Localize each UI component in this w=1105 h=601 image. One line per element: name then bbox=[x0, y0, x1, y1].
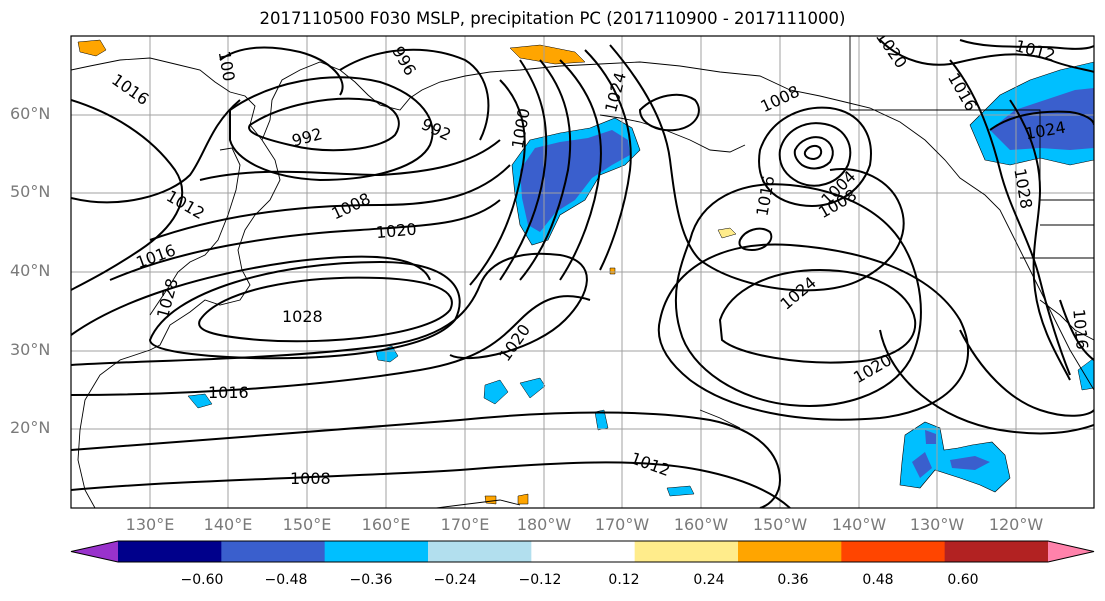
isobar-label: 1012 bbox=[163, 186, 208, 223]
colorbar-segment bbox=[428, 541, 532, 562]
isobar-label: 1016 bbox=[753, 174, 779, 217]
graticule bbox=[71, 36, 1094, 508]
precip-area-subtrop-mid bbox=[912, 430, 990, 478]
colorbar bbox=[70, 540, 1095, 563]
lon-tick-label: 140°W bbox=[831, 515, 887, 534]
colorbar-tick-label: −0.36 bbox=[349, 572, 393, 588]
isobar-label: 1016 bbox=[208, 383, 249, 402]
lon-tick-label: 150°E bbox=[282, 515, 332, 534]
colorbar-tick-label: −0.60 bbox=[180, 572, 224, 588]
colorbar-outline bbox=[70, 540, 1095, 563]
colorbar-tick-label: 0.60 bbox=[947, 572, 979, 588]
isobar-label: 1008 bbox=[328, 189, 373, 223]
colorbar-segment bbox=[841, 541, 946, 562]
lon-tick-label: 170°E bbox=[440, 515, 490, 534]
colorbar-segment bbox=[118, 541, 222, 562]
precip-area-subtrop-outer bbox=[899, 421, 1011, 493]
lon-tick-label: 140°E bbox=[203, 515, 253, 534]
lon-tick-label: 130°W bbox=[909, 515, 965, 534]
lon-tick-label: 160°E bbox=[361, 515, 411, 534]
isobar-label: 100 bbox=[215, 50, 239, 83]
isobar-label: 992 bbox=[290, 124, 324, 150]
colorbar-tick-label: 0.36 bbox=[777, 572, 809, 588]
colorbar-tick-label: 0.12 bbox=[608, 572, 640, 588]
isobar-label: 1024 bbox=[776, 273, 819, 314]
colorbar-segment bbox=[324, 541, 429, 562]
isobar-labels: 1016 100 996 992 992 1000 1008 1012 1016… bbox=[108, 27, 1092, 488]
isobar-label: 1020 bbox=[375, 220, 417, 242]
colorbar-extend-max bbox=[1048, 541, 1094, 562]
isobar-label: 1020 bbox=[872, 27, 911, 71]
isobar-label: 992 bbox=[418, 114, 454, 144]
chart-title: 2017110500 F030 MSLP, precipitation PC (… bbox=[259, 9, 846, 28]
isobar-label: 1016 bbox=[944, 70, 981, 115]
lat-tick-label: 50°N bbox=[10, 182, 51, 201]
isobar-label: 1020 bbox=[495, 321, 534, 365]
colorbar-tick-label: −0.12 bbox=[518, 572, 562, 588]
colorbar-segment bbox=[738, 541, 842, 562]
map-frame bbox=[70, 35, 1095, 509]
isobar-label: 1016 bbox=[133, 240, 178, 272]
lat-tick-label: 60°N bbox=[10, 104, 51, 123]
colorbar-segment bbox=[944, 541, 1049, 562]
isobar-label: 1020 bbox=[850, 350, 895, 387]
isobar-label: 1008 bbox=[290, 469, 331, 488]
lat-tick-label: 30°N bbox=[10, 340, 51, 359]
lon-tick-label: 150°W bbox=[752, 515, 808, 534]
isobar-label: 1016 bbox=[1069, 308, 1091, 350]
isobar-label: 1012 bbox=[1013, 36, 1057, 65]
lon-tick-label: 180°W bbox=[516, 515, 572, 534]
isobar-label: 1028 bbox=[153, 276, 182, 320]
isobar-label: 1028 bbox=[282, 307, 323, 326]
isobar-label: 996 bbox=[388, 43, 420, 79]
isobar-label: 1028 bbox=[1010, 167, 1036, 210]
isobar-label: 1012 bbox=[628, 448, 673, 480]
lon-tick-label: 170°W bbox=[594, 515, 650, 534]
lon-tick-label: 120°W bbox=[988, 515, 1044, 534]
colorbar-tick-label: 0.24 bbox=[693, 572, 725, 588]
isobar-label: 1016 bbox=[108, 70, 152, 109]
colorbar-segment bbox=[221, 541, 326, 562]
colorbar-tick-label: −0.48 bbox=[264, 572, 308, 588]
colorbar-tick-label: 0.48 bbox=[862, 572, 894, 588]
colorbar-extend-min bbox=[71, 541, 118, 562]
lon-tick-label: 160°W bbox=[673, 515, 729, 534]
colorbar-segment bbox=[531, 541, 636, 562]
lat-tick-label: 40°N bbox=[10, 261, 51, 280]
colorbar-tick-label: −0.24 bbox=[433, 572, 477, 588]
isobars bbox=[71, 39, 1094, 508]
colorbar-segment bbox=[634, 541, 739, 562]
lon-tick-label: 130°E bbox=[125, 515, 175, 534]
precip-area-bering-mid bbox=[520, 130, 630, 232]
lat-tick-label: 20°N bbox=[10, 418, 51, 437]
